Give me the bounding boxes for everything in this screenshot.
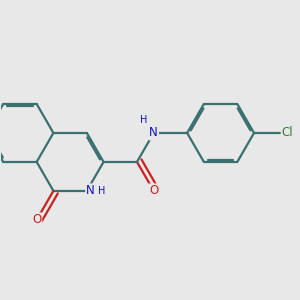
Text: N: N [149,127,158,140]
Text: N: N [86,184,95,197]
Text: H: H [98,186,105,196]
Text: H: H [140,115,147,124]
Text: O: O [32,213,41,226]
Text: O: O [149,184,158,197]
Text: Cl: Cl [282,127,293,140]
